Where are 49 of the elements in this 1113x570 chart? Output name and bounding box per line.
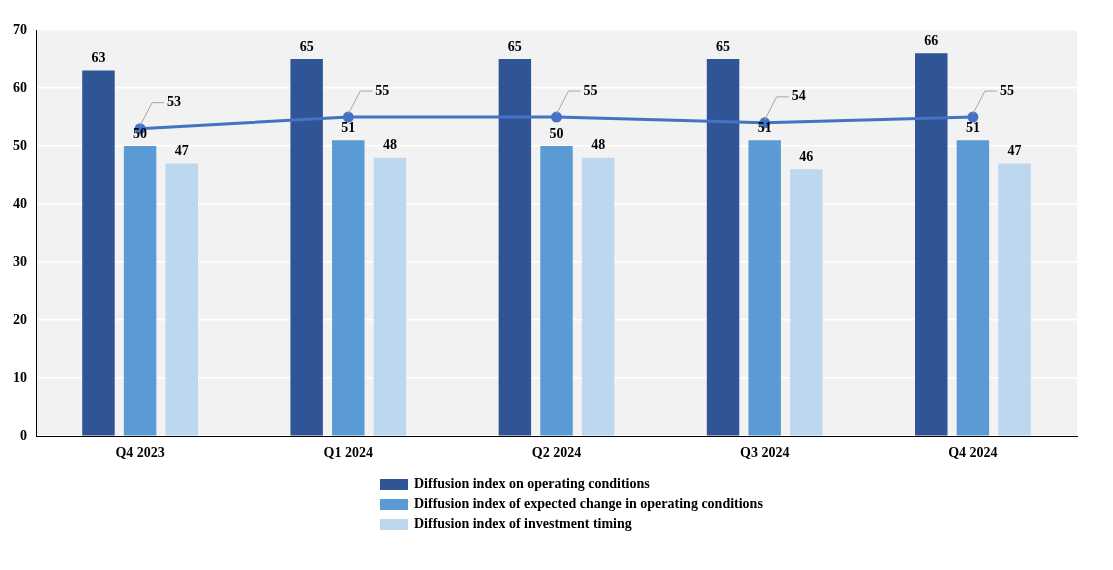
data-label: 46 [799,148,814,164]
bar [540,146,573,436]
bar [915,53,948,436]
legend-label: Diffusion index on operating conditions [414,476,650,492]
bar [581,157,615,436]
bar [706,59,740,436]
y-tick-label: 70 [13,21,27,37]
bar [956,140,990,436]
legend-label: Diffusion index of investment timing [414,516,632,532]
x-tick-label: Q4 2024 [948,445,998,461]
y-tick-label: 30 [13,253,27,269]
bar [373,157,407,436]
bar [498,59,532,436]
x-tick-label: Q4 2023 [115,445,165,461]
bar [82,70,115,436]
data-label: 63 [91,50,106,66]
x-tick-label: Q2 2024 [531,445,582,461]
x-tick-label: Q3 2024 [740,445,790,461]
bar [123,146,157,436]
data-label: 47 [174,143,189,159]
y-tick-label: 0 [20,427,27,443]
x-tick-label: Q1 2024 [323,445,373,461]
data-label: 66 [924,32,939,48]
bar [998,163,1031,436]
data-label: 65 [299,38,314,54]
bar [332,140,365,436]
y-tick-label: 40 [13,195,27,211]
data-label: 47 [1007,143,1022,159]
data-label: 55 [999,82,1014,98]
bar [290,59,323,436]
data-label: 51 [965,119,980,135]
y-tick-label: 10 [13,369,27,385]
data-label: 53 [167,94,182,110]
data-label: 55 [375,82,390,98]
bar [748,140,781,436]
data-label: 65 [716,38,731,54]
y-tick-label: 50 [13,137,27,153]
data-label: 50 [549,125,564,141]
data-label: 48 [591,137,606,153]
bar [790,169,823,436]
data-label: 48 [382,137,397,153]
y-tick-label: 60 [13,79,27,95]
legend-label: Diffusion index of expected change in operating conditions [414,496,763,512]
bar [165,163,198,436]
data-label: 51 [341,119,356,135]
data-label: 65 [507,38,522,54]
data-label: 54 [791,88,806,104]
data-label: 55 [583,82,598,98]
y-tick-label: 20 [13,311,27,327]
